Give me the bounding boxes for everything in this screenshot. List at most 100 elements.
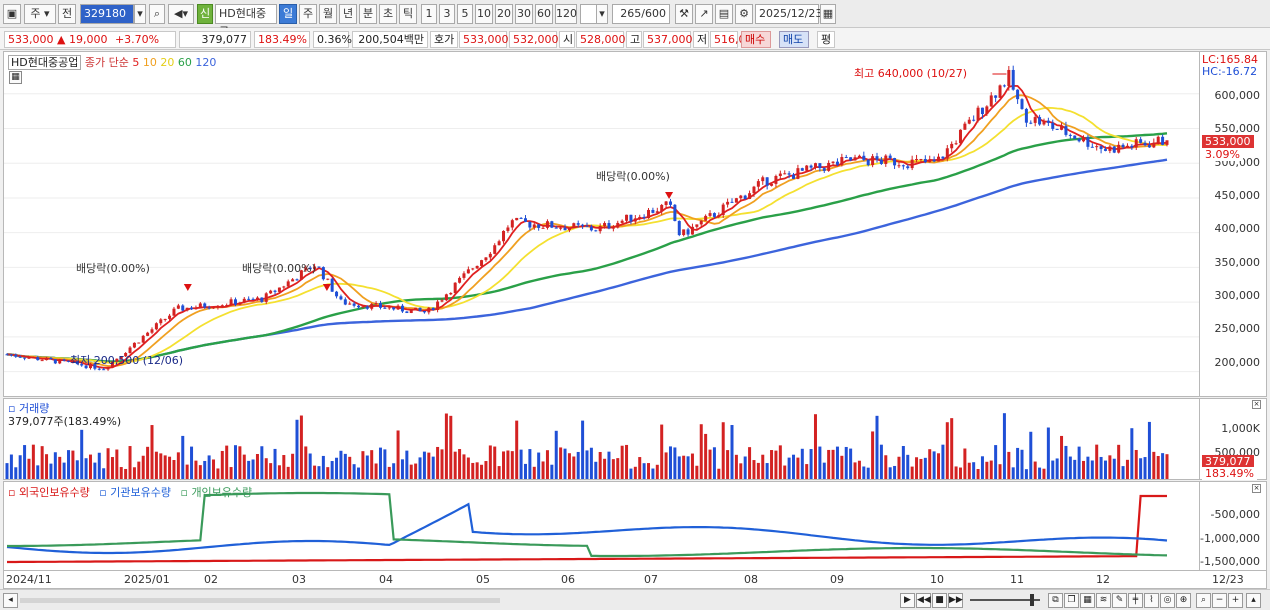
price-change: 19,000 xyxy=(68,33,108,46)
volume-bar xyxy=(963,448,967,479)
period-button-tick[interactable]: 틱 xyxy=(399,4,417,24)
volume-bar xyxy=(198,465,202,479)
zoom-slider-handle[interactable] xyxy=(1030,594,1034,606)
volume-bar xyxy=(866,467,870,479)
period-button-minute[interactable]: 분 xyxy=(359,4,377,24)
candle-body xyxy=(291,279,295,282)
volume-bar xyxy=(717,468,721,479)
period-button-day[interactable]: 일 xyxy=(279,4,297,24)
period-mode-select[interactable]: 주 ▾ xyxy=(24,4,56,24)
holdings-chart-panel: ▫ 외국인보유수량 ▫ 기관보유수량 ▫ 개인보유수량 xyxy=(3,481,1200,571)
chart-menu-icon[interactable]: ▣ xyxy=(3,4,21,24)
candle-body xyxy=(541,227,545,229)
stock-code-input[interactable]: 329180 xyxy=(80,4,134,24)
volume-bar xyxy=(862,466,866,479)
candle-body xyxy=(1046,120,1050,123)
period-button-second[interactable]: 초 xyxy=(379,4,397,24)
candle-icon[interactable]: ╪ xyxy=(1128,593,1143,608)
interval-button-20[interactable]: 20 xyxy=(495,4,513,24)
play-icon[interactable]: ▶ xyxy=(900,593,915,608)
candle-body xyxy=(704,215,708,221)
draw-tool-icon[interactable]: ↗ xyxy=(695,4,713,24)
volume-bar xyxy=(554,430,558,479)
stock-name-field[interactable]: HD현대중공 xyxy=(215,4,277,38)
interval-button-60[interactable]: 60 xyxy=(535,4,553,24)
fast-forward-icon[interactable]: ▶▶ xyxy=(948,593,963,608)
table-icon[interactable]: ▦ xyxy=(1080,593,1095,608)
x-tick: 03 xyxy=(292,573,306,586)
candle-body xyxy=(247,298,251,300)
crosshair-icon[interactable]: ⊕ xyxy=(1176,593,1191,608)
rewind-icon[interactable]: ◀◀ xyxy=(916,593,931,608)
candle-body xyxy=(1143,142,1147,146)
period-button-year[interactable]: 년 xyxy=(339,4,357,24)
candle-body xyxy=(53,359,57,364)
count-field[interactable]: 265/600 xyxy=(612,4,670,24)
volume-bar xyxy=(449,415,453,479)
price-tick: 400,000 xyxy=(1214,222,1261,235)
search-icon[interactable]: ⌕ xyxy=(149,4,165,24)
eval-button[interactable]: 평 xyxy=(817,31,835,48)
prev-button[interactable]: 전 xyxy=(58,4,76,24)
code-dropdown-icon[interactable]: ▾ xyxy=(134,4,146,24)
candle-body xyxy=(102,369,106,371)
buy-button[interactable]: 매수 xyxy=(741,31,771,48)
interval-button-30[interactable]: 30 xyxy=(515,4,533,24)
calendar-icon[interactable]: ▦ xyxy=(820,4,836,24)
candle-body xyxy=(207,307,211,309)
volume-bar xyxy=(1090,460,1094,479)
period-button-week[interactable]: 주 xyxy=(299,4,317,24)
volume-bar xyxy=(1082,460,1086,479)
interval-button-1[interactable]: 1 xyxy=(421,4,437,24)
credit-badge[interactable]: 신 xyxy=(197,4,213,24)
target-icon[interactable]: ◎ xyxy=(1160,593,1175,608)
volume-bar xyxy=(396,430,400,479)
save-icon[interactable]: ▤ xyxy=(715,4,733,24)
volume-bar xyxy=(80,429,84,479)
interval-button-120[interactable]: 120 xyxy=(555,4,577,24)
volume-bar xyxy=(1165,454,1169,479)
interval-button-10[interactable]: 10 xyxy=(475,4,493,24)
stop-icon[interactable]: ■ xyxy=(932,593,947,608)
plus-icon[interactable]: + xyxy=(1228,593,1243,608)
volume-bar xyxy=(418,457,422,479)
date-field[interactable]: 2025/12/23 xyxy=(755,4,822,24)
volume-bar xyxy=(506,450,510,479)
interval-button-5[interactable]: 5 xyxy=(457,4,473,24)
scroll-left-icon[interactable]: ◂ xyxy=(3,593,18,608)
candle-body xyxy=(906,166,910,169)
line-icon[interactable]: ⌇ xyxy=(1144,593,1159,608)
candle-body xyxy=(282,286,286,288)
volume-bar xyxy=(5,463,9,479)
interval-dropdown-icon[interactable]: ▾ xyxy=(596,4,608,24)
zoom-icon[interactable]: ⌕ xyxy=(1196,593,1211,608)
candle-body xyxy=(23,357,27,359)
holdings-close-icon[interactable]: × xyxy=(1252,484,1261,493)
layout-icon[interactable]: ⧉ xyxy=(1048,593,1063,608)
settings-chart-icon[interactable]: ⚒ xyxy=(675,4,693,24)
volume-bar xyxy=(647,463,651,479)
candle-body xyxy=(220,305,224,307)
volume-bar xyxy=(260,446,264,479)
candle-body xyxy=(958,129,962,144)
volume-bar xyxy=(84,458,88,479)
volume-close-icon[interactable]: × xyxy=(1252,400,1261,409)
collapse-icon[interactable]: ▴ xyxy=(1246,593,1261,608)
sell-button[interactable]: 매도 xyxy=(779,31,809,48)
grid-toggle-icon[interactable]: ▦ xyxy=(9,71,22,84)
candle-body xyxy=(1060,126,1064,130)
interval-button-3[interactable]: 3 xyxy=(439,4,455,24)
volume-bar xyxy=(229,467,233,479)
draw-icon[interactable]: ✎ xyxy=(1112,593,1127,608)
speaker-icon[interactable]: ◀▾ xyxy=(168,4,194,24)
volume-bar xyxy=(1024,469,1028,479)
minus-icon[interactable]: − xyxy=(1212,593,1227,608)
pattern-icon[interactable]: ≋ xyxy=(1096,593,1111,608)
gear-icon[interactable]: ⚙ xyxy=(735,4,753,24)
copy-icon[interactable]: ❐ xyxy=(1064,593,1079,608)
period-button-month[interactable]: 월 xyxy=(319,4,337,24)
scrollbar-track[interactable] xyxy=(20,598,500,603)
volume-bar xyxy=(269,463,273,479)
zoom-slider-track[interactable] xyxy=(970,599,1040,601)
volume-bar xyxy=(1020,449,1024,479)
